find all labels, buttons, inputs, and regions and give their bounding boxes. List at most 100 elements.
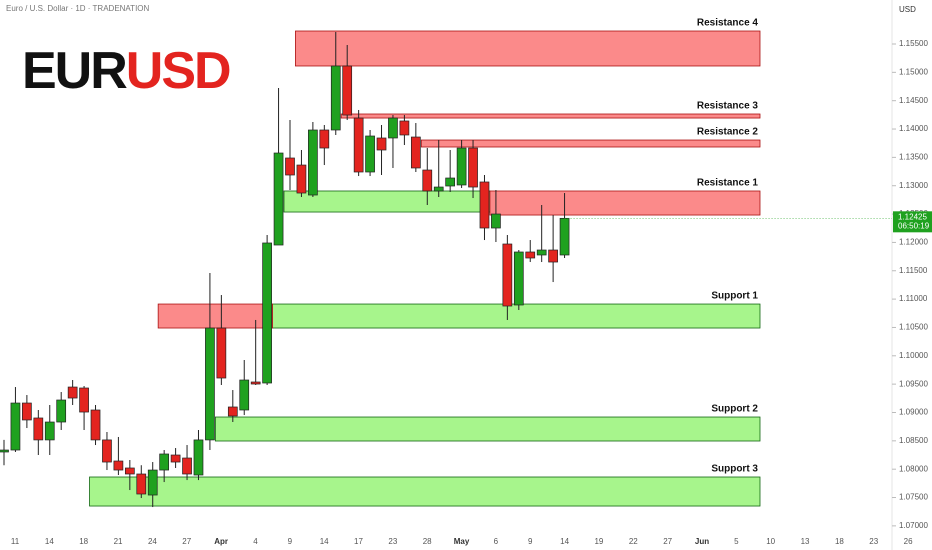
- y-tick-label: 1.15500: [899, 39, 928, 48]
- candle-body: [468, 147, 478, 188]
- zone-label: Support 2: [711, 404, 758, 415]
- candle-body: [376, 137, 387, 151]
- x-tick-label: 24: [148, 537, 157, 546]
- price-badge-label: 1.12425: [898, 212, 927, 221]
- candle-body: [502, 243, 513, 307]
- candle-body: [353, 117, 364, 173]
- candle-body: [124, 467, 135, 475]
- candle-body: [159, 453, 170, 471]
- x-tick-label: 13: [801, 537, 810, 546]
- x-tick-label: 17: [354, 537, 363, 546]
- candle-body: [262, 242, 272, 384]
- x-tick-label: 14: [45, 537, 54, 546]
- candle-body: [10, 402, 21, 451]
- y-tick-label: 1.07500: [899, 493, 928, 502]
- support-zone: [214, 416, 761, 442]
- candle-body: [410, 136, 421, 169]
- x-tick-label: 18: [835, 537, 844, 546]
- x-tick-label: 14: [320, 537, 329, 546]
- x-tick-label: May: [454, 537, 470, 546]
- y-tick-label: 1.10000: [899, 351, 928, 360]
- candle-body: [479, 181, 490, 229]
- resistance-zone: [340, 113, 761, 119]
- candle-body: [0, 449, 9, 453]
- support-zone: [89, 476, 761, 507]
- x-tick-label: Apr: [214, 537, 228, 546]
- x-tick-label: 14: [560, 537, 569, 546]
- candle-body: [365, 135, 375, 173]
- candle-body: [273, 152, 284, 246]
- candle-body: [205, 327, 215, 441]
- candle-body: [79, 387, 89, 413]
- candle-body: [90, 409, 101, 441]
- logo-part: USD: [126, 42, 230, 100]
- resistance-zone: [489, 190, 761, 216]
- candle-body: [319, 129, 330, 149]
- candle-body: [33, 417, 44, 441]
- candle-body: [44, 421, 55, 441]
- y-tick-label: 1.07000: [899, 521, 928, 530]
- x-tick-label: 28: [423, 537, 432, 546]
- zone-label: Resistance 3: [697, 101, 759, 112]
- y-tick-label: 1.14000: [899, 124, 928, 133]
- x-tick-label: 27: [182, 537, 191, 546]
- candle-body: [22, 402, 32, 421]
- candle-body: [456, 147, 467, 186]
- x-tick-label: 19: [594, 537, 603, 546]
- countdown: 06:50:19: [898, 221, 930, 230]
- zone-label: Resistance 1: [697, 178, 759, 189]
- candle-body: [559, 217, 570, 256]
- x-tick-label: 22: [629, 537, 638, 546]
- x-tick-label: 11: [11, 537, 20, 546]
- candle-body: [227, 406, 238, 417]
- price-badge: [893, 211, 932, 233]
- x-tick-label: 9: [528, 537, 533, 546]
- candle-body: [193, 439, 204, 476]
- resistance-zone: [157, 303, 273, 329]
- x-tick-label: 26: [904, 537, 913, 546]
- y-tick-label: 1.11500: [899, 266, 928, 275]
- candle-body: [67, 386, 78, 399]
- candle-body: [102, 439, 112, 463]
- candle-body: [113, 460, 124, 471]
- candle-body: [536, 249, 547, 256]
- candle-body: [56, 399, 67, 423]
- candle-body: [285, 157, 295, 176]
- x-tick-label: 18: [79, 537, 88, 546]
- candle-body: [445, 177, 456, 187]
- x-tick-label: 5: [734, 537, 739, 546]
- y-tick-label: 1.13500: [899, 152, 928, 161]
- candle-body: [330, 65, 341, 131]
- candle-body: [296, 164, 307, 194]
- currency: USD: [899, 5, 916, 14]
- candle-body: [216, 327, 227, 379]
- zone-label: Resistance 2: [697, 127, 759, 138]
- candle-body: [422, 169, 433, 192]
- symbol-line: Euro / U.S. Dollar · 1D · TRADENATION: [6, 4, 150, 13]
- x-tick-label: Jun: [695, 537, 709, 546]
- y-tick-label: 1.10500: [899, 323, 928, 332]
- x-tick-label: 10: [766, 537, 775, 546]
- logo: EURUSD: [22, 42, 230, 100]
- zone-label: Support 3: [711, 464, 758, 475]
- y-tick-label: 1.08500: [899, 436, 928, 445]
- x-tick-label: 9: [288, 537, 293, 546]
- y-tick-label: 1.09000: [899, 408, 928, 417]
- candle-body: [525, 251, 536, 259]
- x-tick-label: 6: [494, 537, 499, 546]
- candle-body: [239, 379, 250, 411]
- candle-body: [147, 469, 158, 496]
- zone-label: Resistance 4: [697, 18, 759, 29]
- logo-part: EUR: [22, 42, 127, 100]
- y-tick-label: 1.11000: [899, 294, 928, 303]
- x-tick-label: 27: [663, 537, 672, 546]
- candle-body: [250, 381, 261, 385]
- x-tick-label: 4: [253, 537, 258, 546]
- candle-body: [388, 117, 398, 139]
- candle-body: [342, 65, 353, 116]
- x-tick-label: 23: [869, 537, 878, 546]
- y-tick-label: 1.13000: [899, 181, 928, 190]
- candle-body: [182, 457, 192, 475]
